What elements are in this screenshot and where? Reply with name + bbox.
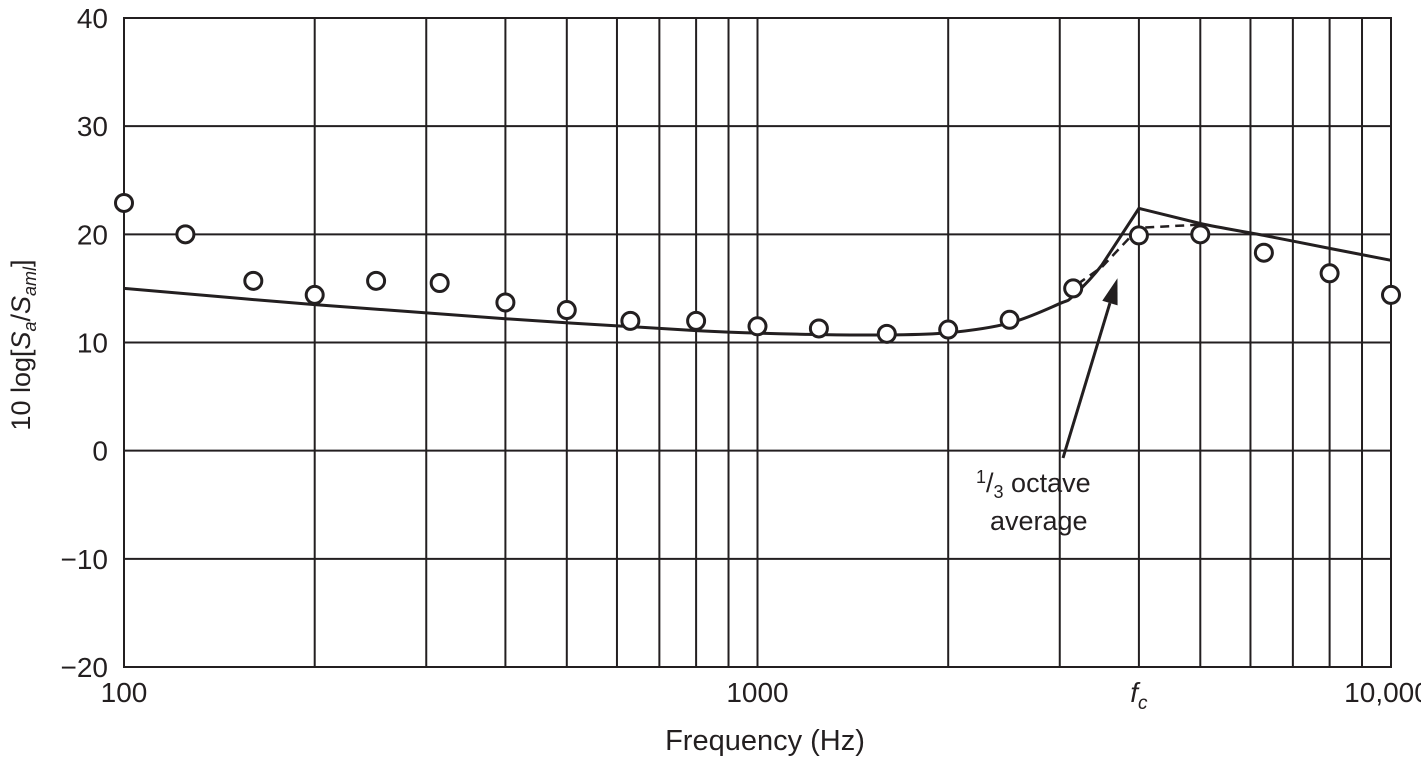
plot-frame [123,17,1392,668]
data-point [495,292,516,313]
annotation-line2: average [990,506,1088,536]
x-tick-label: 1000 [726,677,788,708]
dashed-average-line [1076,223,1201,286]
data-point [1381,284,1401,305]
data-point [808,318,829,339]
y-tick-label: 20 [77,219,108,250]
data-point [114,192,134,213]
y-tick-label: 0 [92,436,108,467]
grid [124,17,1391,668]
data-point [1190,224,1211,245]
annotation-line1: 1/3 octave [976,467,1091,502]
data-point [686,310,707,331]
data-point [1063,278,1084,299]
data-point [366,270,387,291]
theory-line [123,206,1392,337]
data-point [243,270,264,291]
data-point [747,316,768,337]
data-point [999,309,1020,330]
annotation-arrow-shaft [1061,302,1112,459]
annotation-arrowhead [1102,278,1118,306]
y-tick-label: 30 [77,111,108,142]
data-point [556,300,577,321]
data-point [938,319,959,340]
y-tick-label: −10 [61,544,109,575]
data-point [876,323,897,344]
x-axis-label: Frequency (Hz) [665,725,865,757]
y-tick-labels: 40 30 20 10 0 −10 −20 [61,3,109,683]
y-axis-label: 10 log[Sa/Saml] [6,259,40,430]
x-tick-labels: 100 1000 fc 10,000 [101,677,1421,714]
data-point [620,310,641,331]
x-tick-label: 100 [101,677,148,708]
x-tick-label: fc [1130,677,1148,714]
annotation: 1/3 octave average [976,278,1118,536]
data-point [1128,225,1149,246]
data-point [304,284,325,305]
y-tick-label: −20 [61,652,109,683]
y-tick-label: 40 [77,3,108,34]
data-point [429,273,450,294]
data-point [1253,242,1274,263]
data-point [175,224,196,245]
series [114,192,1401,344]
x-tick-label: 10,000 [1344,677,1421,708]
y-tick-label: 10 [77,328,108,359]
data-point [1319,263,1340,284]
